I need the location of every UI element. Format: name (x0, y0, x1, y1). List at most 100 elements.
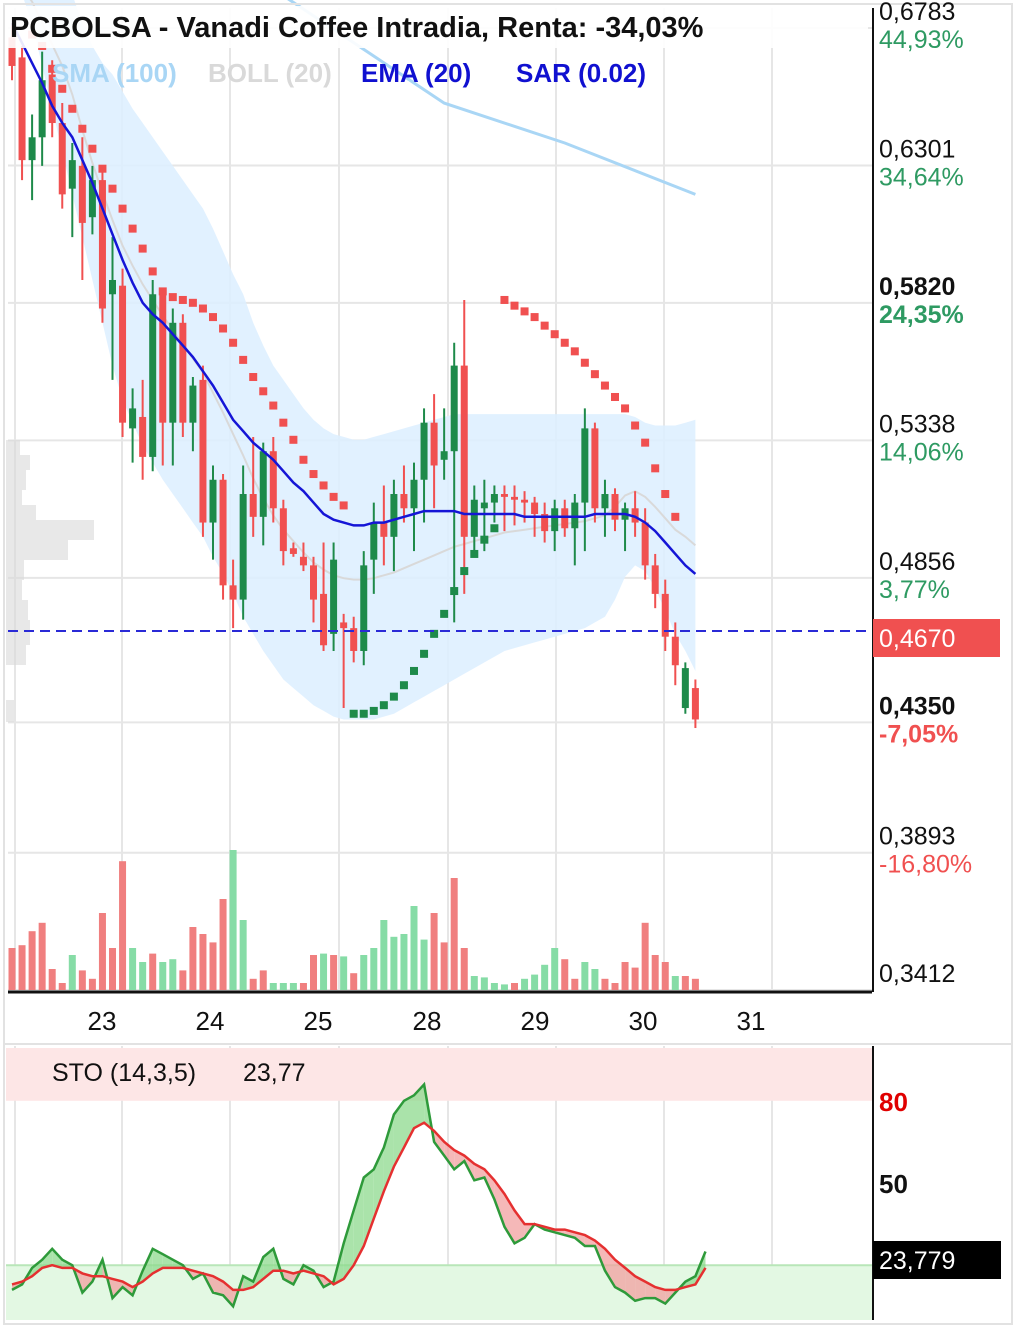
sar-dot (570, 347, 579, 356)
sar-dot (470, 549, 479, 558)
volume-bar (470, 976, 478, 990)
candle-body (340, 622, 348, 629)
sto-fill-segment (404, 1095, 414, 1148)
candle-body (450, 365, 458, 452)
sto-fill-segment (52, 1248, 63, 1268)
candle-body (169, 322, 177, 423)
candle-body (551, 508, 559, 532)
candle-body (78, 165, 86, 223)
volume-bar (229, 850, 237, 990)
candle-body (28, 137, 36, 161)
candle-body (139, 416, 147, 457)
sar-dot (510, 301, 519, 310)
sar-dot (420, 649, 429, 658)
chart-title: PCBOLSA - Vanadi Coffee Intradia, Renta:… (10, 12, 704, 44)
sar-dot (219, 324, 228, 333)
candle-body (631, 508, 639, 523)
volume-bar (410, 906, 418, 990)
candle-body (611, 494, 619, 520)
volume-bar (249, 978, 257, 990)
title-background (6, 6, 868, 48)
sar-dot (178, 295, 187, 304)
sar-dot (88, 144, 97, 153)
volume-profile-block (6, 490, 22, 505)
sar-dot (148, 267, 157, 276)
sar-dot (560, 338, 569, 347)
volume-bar (360, 955, 368, 990)
volume-bar (571, 978, 579, 990)
candle-body (259, 451, 267, 517)
sto-current-label: 23,779 (879, 1247, 955, 1275)
volume-bar (159, 962, 167, 990)
sto-fill-segment (353, 1177, 364, 1266)
sar-dot (58, 84, 67, 93)
volume-bar (661, 962, 669, 990)
candle-body (38, 80, 46, 138)
outer-frame (3, 3, 1013, 1325)
candle-body (189, 385, 197, 423)
candle-body (681, 668, 689, 709)
sar-dot (108, 184, 117, 193)
sar-dot (98, 164, 107, 173)
sto-fill-segment (625, 1267, 636, 1301)
volume-bar (199, 934, 207, 990)
candle-body (561, 508, 569, 529)
sto-fill-segment (152, 1248, 163, 1274)
volume-bar (139, 962, 147, 990)
percent-tick-label: 34,64% (879, 164, 964, 192)
sto-tick-label: 50 (879, 1169, 908, 1199)
volume-profile-block (6, 560, 24, 580)
sar-dot (580, 358, 589, 367)
sar-dot (329, 492, 338, 501)
sto-fill-segment (474, 1163, 485, 1181)
sar-dot (299, 455, 308, 464)
price-tick-label: 0,6301 (879, 136, 955, 164)
volume-profile-block (6, 580, 22, 600)
candle-body (601, 494, 609, 509)
sar-dot (158, 287, 167, 296)
volume-bar (299, 983, 307, 990)
sto-fill-segment (655, 1287, 666, 1304)
candle-body (129, 408, 137, 429)
volume-bar (149, 953, 157, 990)
sto-fill-segment (514, 1210, 525, 1244)
sar-dot (480, 535, 489, 544)
date-axis-labels: 23 24 25 28 29 30 31 (88, 1006, 766, 1036)
volume-bar (511, 983, 518, 990)
sto-current-box (873, 1241, 1001, 1279)
volume-bar (440, 942, 448, 990)
candle-body (58, 123, 66, 195)
sto-fill-segment (343, 1210, 354, 1279)
volume-bar (621, 962, 629, 990)
volume-bar (581, 962, 589, 990)
volume-profile-block (6, 455, 30, 470)
candle-body (249, 494, 257, 517)
sar-dot (379, 701, 388, 710)
candle-body (420, 422, 428, 480)
volume-bar (279, 983, 287, 990)
candle-body (18, 57, 26, 161)
sar-dot (279, 418, 288, 427)
volume-bar (691, 978, 699, 990)
candle-body (88, 180, 96, 218)
candle-body (400, 494, 408, 509)
candle-body (98, 180, 106, 309)
sto-fill-segment (42, 1248, 53, 1268)
volume-profile-block (6, 505, 36, 520)
candle-body (68, 160, 76, 189)
candle-body (360, 565, 368, 651)
volume-profile-block (6, 440, 20, 455)
volume-profile-block (6, 470, 26, 490)
sar-dot (530, 313, 539, 322)
volume-bar (179, 970, 187, 990)
candle-body (8, 37, 16, 66)
volume-bar (350, 973, 358, 990)
candle-body (350, 628, 358, 651)
sto-value: 23,77 (243, 1059, 306, 1087)
candle-body (199, 379, 207, 523)
volume-bar (601, 978, 609, 990)
volume-bar (561, 959, 569, 990)
volume-bar (671, 976, 679, 990)
volume-bar (209, 942, 217, 990)
